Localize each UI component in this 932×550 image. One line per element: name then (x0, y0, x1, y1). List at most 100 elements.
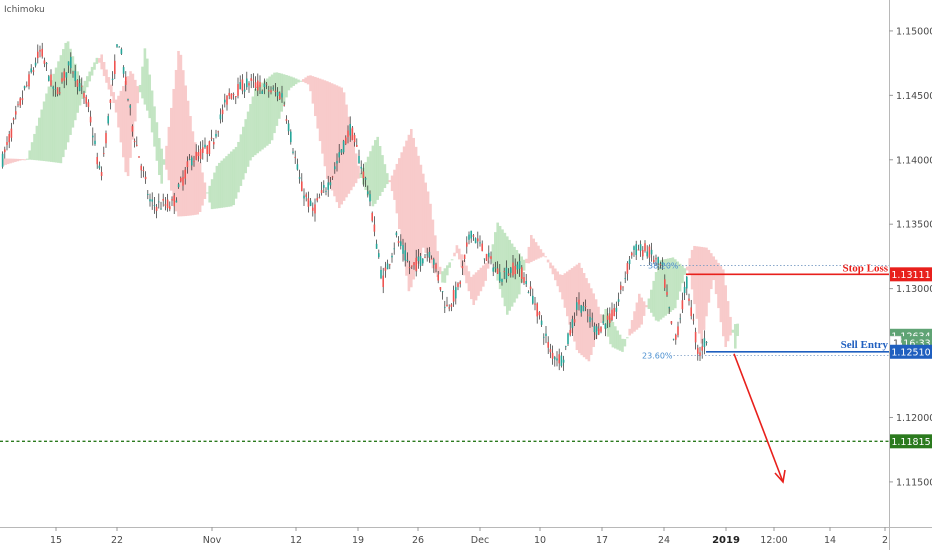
cloud-bull-segment (606, 313, 610, 337)
cloud-bear-segment (4, 158, 7, 165)
cloud-bear-segment (630, 320, 634, 334)
candle-body (567, 333, 569, 345)
cloud-bear-segment (182, 70, 185, 217)
cloud-bear-segment (434, 235, 437, 274)
cloud-bear-segment (546, 259, 550, 263)
candle-body (241, 79, 244, 91)
cloud-bull-segment (443, 268, 447, 283)
candle-body (54, 89, 57, 91)
cloud-bear-segment (482, 265, 485, 287)
candle-body (12, 118, 15, 120)
candle-body (375, 243, 378, 249)
candle-body (252, 79, 255, 81)
y-tick-label: 1.14500 (896, 91, 932, 102)
candle-body (6, 141, 8, 145)
cloud-bull-segment (254, 88, 257, 156)
cloud-bull-segment (50, 80, 53, 162)
candle-body (380, 269, 382, 279)
cloud-bull-segment (26, 158, 29, 160)
cloud-bull-segment (652, 280, 655, 317)
candle-body (171, 199, 173, 201)
candle-body (675, 334, 677, 340)
cloud-bull-segment (369, 151, 372, 201)
cloud-bull-segment (736, 323, 739, 337)
candle-body (362, 171, 365, 179)
cloud-bull-segment (734, 324, 737, 349)
candle-body (331, 176, 334, 178)
candle-body (270, 90, 272, 93)
candle-body (285, 119, 288, 121)
candle-body (217, 131, 219, 133)
cloud-bull-segment (256, 86, 259, 154)
candle-body (158, 201, 160, 203)
candle-body (290, 131, 292, 143)
candle-body (657, 257, 659, 264)
candle-body (248, 83, 250, 86)
cloud-bear-segment (410, 128, 413, 288)
candle-body (679, 318, 681, 320)
cloud-bear-segment (527, 246, 531, 264)
candle-body (98, 165, 101, 169)
candle-body (523, 277, 525, 283)
cloud-bear-segment (323, 80, 327, 167)
candle-body (334, 166, 336, 170)
candle-body (648, 246, 651, 258)
candle-body (72, 72, 74, 74)
cloud-bull-segment (40, 109, 43, 161)
cloud-bull-segment (376, 136, 379, 200)
cloud-bear-segment (398, 158, 401, 230)
cloud-bear-segment (702, 247, 706, 330)
cloud-bull-segment (83, 80, 87, 94)
candle-body (384, 267, 387, 271)
price-tag-box (890, 344, 932, 359)
cloud-bear-segment (690, 249, 694, 290)
candle-body (261, 91, 263, 94)
candle-body (235, 96, 237, 98)
cloud-bear-segment (573, 266, 576, 342)
candle-body (105, 133, 107, 144)
cloud-bull-segment (148, 74, 151, 119)
cloud-bull-segment (242, 126, 245, 180)
candle-body (353, 135, 356, 143)
candle-body (661, 262, 664, 265)
cloud-bear-segment (414, 146, 418, 272)
cloud-bear-segment (165, 145, 168, 170)
candle-body (382, 275, 384, 288)
y-tick-label: 1.13000 (896, 284, 932, 295)
candle-body (373, 224, 376, 232)
candle-body (540, 320, 543, 325)
cloud-bull-segment (450, 259, 454, 261)
candle-body (320, 190, 323, 194)
cloud-bull-segment (213, 172, 216, 209)
candle-body (48, 76, 50, 81)
x-tick-label: 10 (534, 535, 546, 546)
cloud-bull-segment (503, 232, 507, 307)
cloud-bull-segment (446, 265, 449, 276)
cloud-bear-segment (100, 54, 103, 70)
candle-body (492, 267, 494, 272)
cloud-bear-segment (119, 90, 123, 143)
cloud-bull-segment (141, 66, 144, 99)
cloud-bull-segment (146, 58, 149, 111)
candle-body (226, 95, 228, 105)
candle-body (406, 259, 409, 261)
candle-body (246, 78, 248, 88)
candle-body (237, 84, 239, 96)
candle-body (314, 204, 316, 214)
cloud-bear-segment (350, 128, 353, 191)
candle-body (114, 60, 116, 75)
cloud-bull-segment (222, 158, 226, 208)
cloud-bear-segment (712, 256, 715, 281)
cloud-bear-segment (472, 274, 475, 305)
cloud-bull-segment (66, 41, 70, 143)
candle-body (485, 253, 488, 261)
candle-body (149, 199, 151, 202)
cloud-bull-segment (292, 77, 295, 86)
candle-body (50, 74, 52, 86)
candle-body (83, 92, 85, 98)
candle-body (690, 307, 692, 317)
cloud-bear-segment (638, 293, 641, 328)
candle-body (37, 51, 39, 59)
candle-body (417, 256, 420, 262)
